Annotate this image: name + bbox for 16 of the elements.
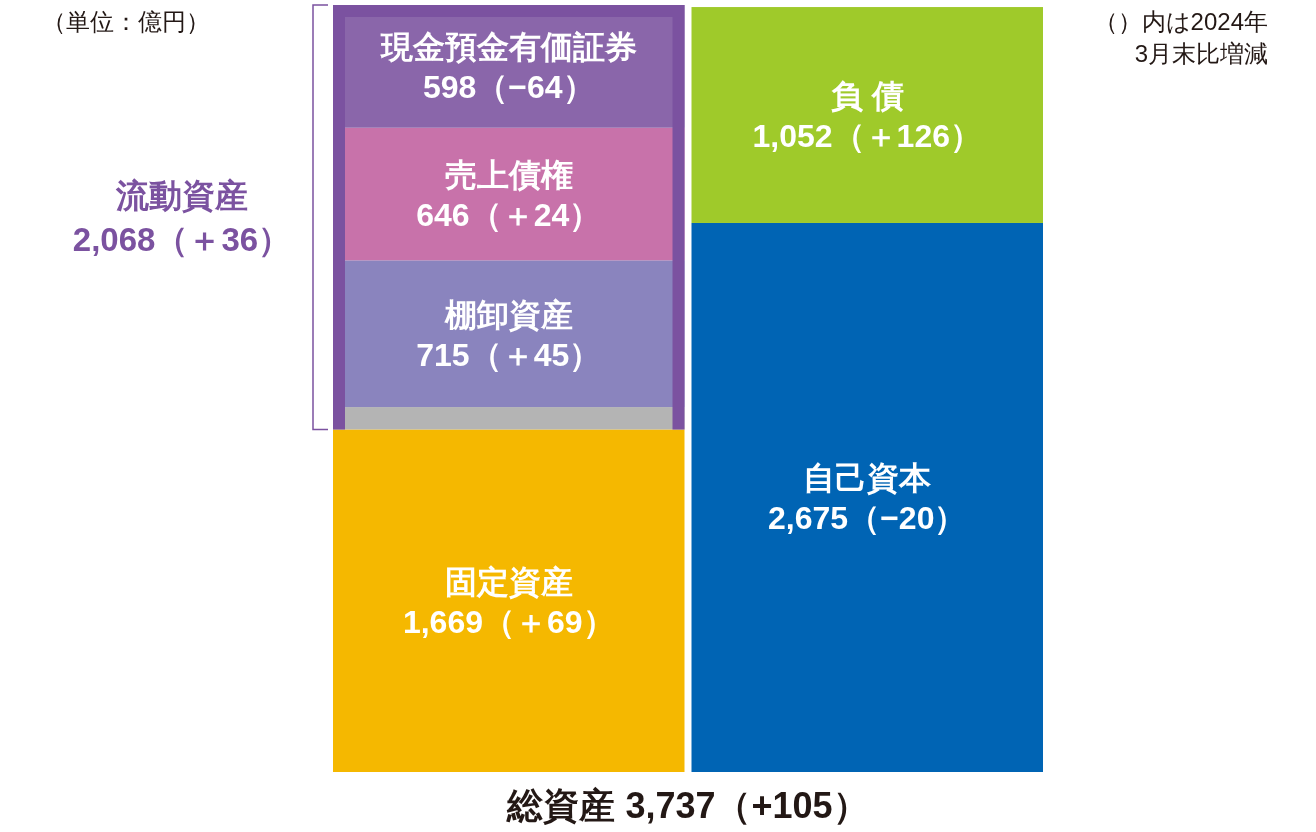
text: 流動資産 2,068（＋36） bbox=[72, 177, 292, 259]
data-label: 646（＋24） bbox=[416, 197, 602, 234]
series-label: 固定資産 bbox=[444, 563, 573, 600]
data-label: 1,052（＋126） bbox=[752, 118, 982, 155]
series-label: 現金預金有価証券 bbox=[379, 29, 637, 66]
series-label: 負 債 bbox=[830, 78, 904, 115]
data-label: 715（＋45） bbox=[416, 336, 602, 373]
series-label: 自己資本 bbox=[803, 460, 933, 497]
data-label: 1,669（＋69） bbox=[402, 603, 615, 640]
data-label: 598（−64） bbox=[422, 69, 595, 106]
text: （）内は2024年3月末比増減 bbox=[1093, 8, 1268, 67]
data-label: 2,675（−20） bbox=[768, 500, 967, 537]
text: 総資産 3,737（+105） bbox=[506, 785, 869, 826]
series-label: 棚卸資産 bbox=[443, 296, 573, 333]
text: （単位：億円） bbox=[42, 8, 210, 35]
series-label: 売上債権 bbox=[444, 157, 573, 194]
